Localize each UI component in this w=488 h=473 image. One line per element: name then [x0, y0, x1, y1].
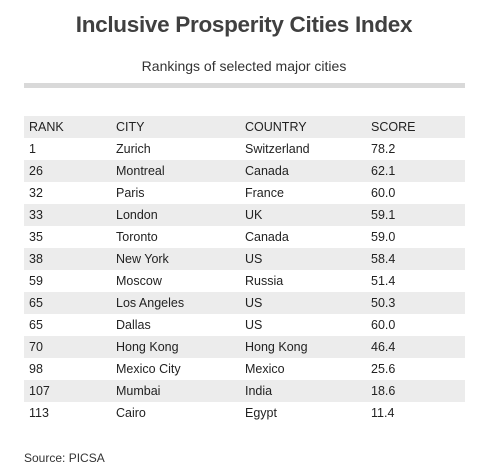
column-header-country: COUNTRY: [245, 120, 307, 134]
source-note: Source: PICSA: [24, 451, 105, 465]
table-row: 70 Hong Kong Hong Kong 46.4: [24, 336, 465, 358]
table-row: 32 Paris France 60.0: [24, 182, 465, 204]
cell-score: 25.6: [371, 362, 396, 376]
table-row: 65 Los Angeles US 50.3: [24, 292, 465, 314]
cell-score: 11.4: [371, 406, 395, 420]
cell-rank: 98: [29, 362, 43, 376]
cell-city: Mexico City: [116, 362, 181, 376]
cell-score: 60.0: [371, 318, 396, 332]
cell-score: 59.1: [371, 208, 396, 222]
cell-score: 62.1: [371, 164, 396, 178]
cell-country: France: [245, 186, 284, 200]
column-header-rank: RANK: [29, 120, 64, 134]
cell-city: Cairo: [116, 406, 146, 420]
cell-score: 60.0: [371, 186, 396, 200]
table-row: 98 Mexico City Mexico 25.6: [24, 358, 465, 380]
table-row: 107 Mumbai India 18.6: [24, 380, 465, 402]
table-row: 33 London UK 59.1: [24, 204, 465, 226]
table-row: 113 Cairo Egypt 11.4: [24, 402, 465, 424]
cell-city: New York: [116, 252, 169, 266]
cell-score: 51.4: [371, 274, 396, 288]
cell-rank: 59: [29, 274, 43, 288]
table-header-row: RANK CITY COUNTRY SCORE: [24, 116, 465, 138]
cell-country: UK: [245, 208, 263, 222]
cell-country: US: [245, 296, 263, 310]
rankings-table: RANK CITY COUNTRY SCORE 1 Zurich Switzerla…: [24, 116, 465, 424]
cell-rank: 26: [29, 164, 43, 178]
column-header-score: SCORE: [371, 120, 416, 134]
table-row: 35 Toronto Canada 59.0: [24, 226, 465, 248]
cell-rank: 70: [29, 340, 43, 354]
header-divider: [24, 83, 465, 88]
cell-rank: 65: [29, 318, 43, 332]
column-header-city: CITY: [116, 120, 145, 134]
cell-city: Zurich: [116, 142, 151, 156]
cell-rank: 38: [29, 252, 43, 266]
cell-country: Russia: [245, 274, 284, 288]
chart-title: Inclusive Prosperity Cities Index: [75, 12, 413, 37]
cell-rank: 35: [29, 230, 43, 244]
cell-city: Dallas: [116, 318, 151, 332]
table-row: 38 New York US 58.4: [24, 248, 465, 270]
cell-country: US: [245, 318, 263, 332]
cell-country: Egypt: [245, 406, 277, 420]
table-row: 1 Zurich Switzerland 78.2: [24, 138, 465, 160]
cell-score: 78.2: [371, 142, 396, 156]
cell-rank: 32: [29, 186, 43, 200]
table-row: 26 Montreal Canada 62.1: [24, 160, 465, 182]
cell-country: Canada: [245, 230, 289, 244]
cell-country: Canada: [245, 164, 289, 178]
cell-country: Hong Kong: [245, 340, 308, 354]
cell-city: Toronto: [116, 230, 158, 244]
cell-country: Switzerland: [245, 142, 310, 156]
cell-rank: 33: [29, 208, 43, 222]
cell-rank: 113: [29, 406, 49, 420]
cell-city: Los Angeles: [116, 296, 185, 310]
cell-country: Mexico: [245, 362, 285, 376]
table-row: 65 Dallas US 60.0: [24, 314, 465, 336]
table-row: 59 Moscow Russia 51.4: [24, 270, 465, 292]
cell-score: 59.0: [371, 230, 396, 244]
cell-country: India: [245, 384, 273, 398]
cell-country: US: [245, 252, 263, 266]
cell-city: Paris: [116, 186, 145, 200]
cell-score: 50.3: [371, 296, 396, 310]
cell-score: 58.4: [371, 252, 396, 266]
cell-city: Hong Kong: [116, 340, 179, 354]
cell-rank: 1: [29, 142, 36, 156]
cell-city: Mumbai: [116, 384, 161, 398]
cell-rank: 107: [29, 384, 50, 398]
cell-city: London: [116, 208, 158, 222]
chart-subtitle: Rankings of selected major cities: [141, 58, 347, 74]
cell-city: Montreal: [116, 164, 165, 178]
cell-score: 46.4: [371, 340, 396, 354]
cell-rank: 65: [29, 296, 43, 310]
cell-score: 18.6: [371, 384, 396, 398]
cell-city: Moscow: [116, 274, 162, 288]
